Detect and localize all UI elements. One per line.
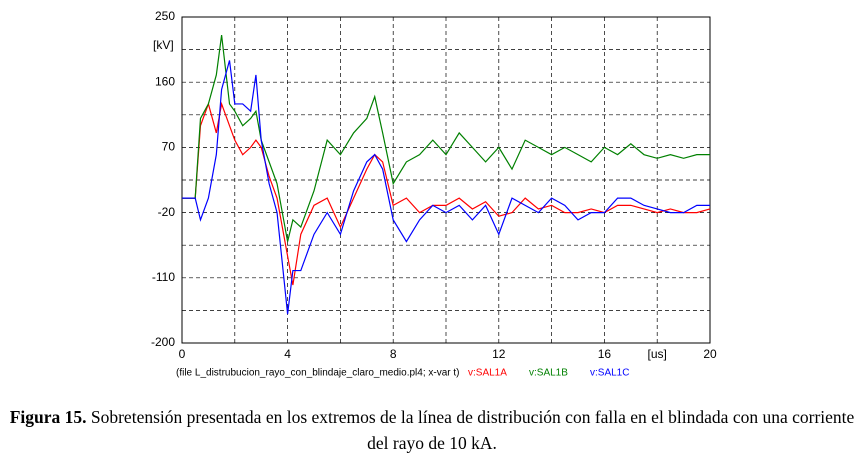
legend-entry: v:SAL1A — [468, 368, 507, 379]
x-unit: [us] — [648, 347, 667, 361]
x-tick-label: 12 — [492, 347, 506, 361]
legend-entry: v:SAL1B — [529, 368, 568, 379]
series-line — [182, 60, 710, 315]
y-tick-label: -110 — [152, 270, 175, 284]
y-tick-label: -20 — [158, 205, 176, 219]
x-tick-label: 20 — [703, 347, 717, 361]
y-tick-label: 250 — [155, 9, 175, 23]
x-tick-label: 16 — [598, 347, 612, 361]
series-line — [182, 35, 710, 242]
x-tick-label: 8 — [390, 347, 397, 361]
caption: Figura 15. Sobretensión presentada en lo… — [4, 404, 860, 456]
y-tick-label: 70 — [162, 140, 176, 154]
y-tick-label: -200 — [151, 335, 175, 349]
x-tick-label: 4 — [284, 347, 291, 361]
x-tick-label: 0 — [179, 347, 186, 361]
y-tick-label: 160 — [155, 74, 175, 88]
file-note: (file L_distrubucion_rayo_con_blindaje_c… — [176, 368, 460, 379]
y-unit: [kV] — [153, 38, 174, 52]
chart: [kV] (file L_distrubucion_rayo_con_blind… — [151, 9, 717, 379]
caption-text: Sobretensión presentada en los extremos … — [86, 407, 855, 453]
legend-entry: v:SAL1C — [590, 368, 629, 379]
caption-label: Figura 15. — [9, 407, 87, 427]
